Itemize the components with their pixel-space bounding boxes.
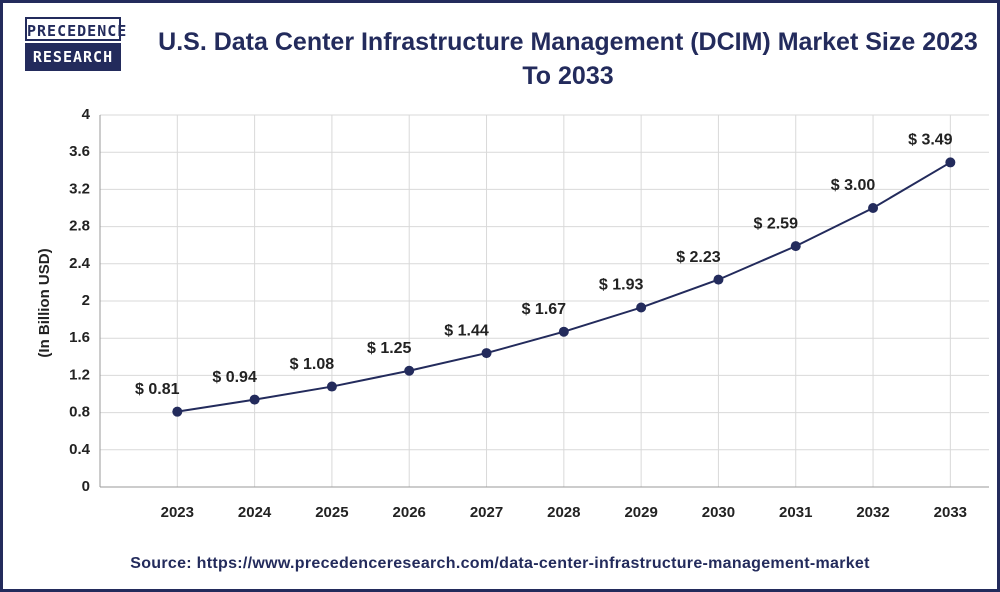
- point: [790, 241, 801, 252]
- point: [249, 394, 260, 405]
- point: [481, 348, 492, 359]
- point: [404, 365, 415, 376]
- data-label: $ 1.08: [290, 356, 335, 373]
- data-label: $ 1.44: [444, 322, 489, 339]
- y-tick-label: 3.2: [69, 180, 90, 197]
- point: [558, 326, 569, 337]
- y-tick-label: 2: [82, 292, 90, 309]
- y-axis-label: (In Billion USD): [36, 248, 53, 357]
- chart-title: U.S. Data Center Infrastructure Manageme…: [158, 28, 978, 90]
- y-tick-label: 0: [82, 478, 90, 495]
- x-tick-label: 2030: [702, 504, 735, 521]
- point: [868, 203, 879, 213]
- y-tick-label: 1.2: [69, 366, 90, 383]
- y-tick-label: 3.6: [69, 143, 90, 160]
- data-label: $ 0.81: [135, 381, 180, 398]
- data-label: $ 2.59: [753, 215, 798, 232]
- x-tick-label: 2031: [779, 504, 812, 521]
- x-tick-label: 2023: [161, 504, 194, 521]
- point: [326, 381, 337, 392]
- x-tick-label: 2028: [547, 504, 580, 521]
- point: [713, 274, 724, 285]
- y-tick-label: 2.4: [69, 255, 91, 272]
- data-label: $ 3.00: [831, 177, 876, 194]
- data-label: $ 1.93: [599, 277, 644, 294]
- data-label: $ 0.94: [212, 369, 257, 386]
- y-tick-label: 0.8: [69, 404, 90, 421]
- logo-text: RESEARCH: [25, 43, 121, 71]
- x-tick-label: 2032: [856, 504, 889, 521]
- chart: (In Billion USD) 0 0.4 0.8 1.2 1.6 2 2.4 2.8 3.2…: [36, 106, 989, 521]
- y-tick-label: 2.8: [69, 218, 90, 235]
- point: [636, 302, 647, 313]
- x-tick-label: 2025: [315, 504, 348, 521]
- y-tick-label: 1.6: [69, 329, 90, 346]
- data-label: $ 1.67: [522, 301, 567, 318]
- y-tick-label: 0.4: [69, 441, 91, 458]
- logo-text: PRECEDENCE: [25, 17, 126, 41]
- data-label: $ 2.23: [676, 249, 721, 266]
- x-tick-label: 2033: [934, 504, 967, 521]
- x-tick-label: 2024: [238, 504, 272, 521]
- data-label: $ 3.49: [908, 132, 953, 149]
- point: [945, 157, 956, 168]
- x-tick-label: 2026: [393, 504, 426, 521]
- point: [172, 406, 183, 417]
- source: Source: https://www.precedenceresearch.c…: [130, 555, 870, 572]
- y-tick-label: 4: [82, 106, 91, 123]
- data-label: $ 1.25: [367, 340, 412, 357]
- x-tick-label: 2029: [624, 504, 657, 521]
- x-tick-label: 2027: [470, 504, 503, 521]
